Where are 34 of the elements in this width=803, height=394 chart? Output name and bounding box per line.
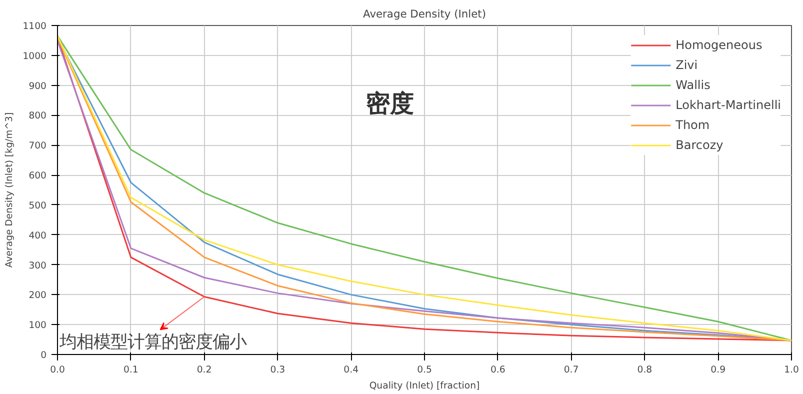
x-tick-label: 0.8 [637,364,652,376]
y-axis-title: Average Density (Inlet) [kg/m^3] [4,112,15,268]
y-tick-label: 600 [28,170,47,182]
legend-label: Wallis [676,78,710,92]
x-tick-label: 0.3 [270,364,286,376]
y-tick-label: 0 [40,350,47,361]
y-tick-label: 400 [28,230,47,242]
y-tick-label: 300 [28,260,47,272]
x-axis-title: Quality (Inlet) [fraction] [369,380,480,392]
y-tick-label: 1000 [22,50,47,62]
annotation: 密度 [366,90,414,118]
x-tick-label: 0.5 [417,364,432,376]
y-tick-label: 200 [28,290,47,302]
x-tick-label: 0.6 [490,364,506,376]
legend-label: Zivi [676,58,698,72]
x-tick-label: 0.0 [50,364,65,376]
legend-label: Thom [676,118,710,132]
x-tick-label: 0.2 [196,364,212,376]
y-tick-label: 800 [28,110,47,122]
y-tick-label: 700 [28,140,47,152]
x-tick-label: 0.9 [710,364,726,376]
y-tick-label: 100 [28,320,47,332]
y-tick-label: 900 [28,80,47,92]
legend-label: Barcozy [676,138,724,152]
legend-label: Lokhart-Martinelli [676,98,781,112]
x-tick-label: 0.1 [123,364,138,376]
annotation: 均相模型计算的密度偏小 [58,332,246,353]
x-tick-label: 1.0 [784,364,799,376]
y-tick-label: 500 [28,200,47,212]
legend-label: Homogeneous [676,38,762,52]
x-tick-label: 0.4 [344,364,359,376]
chart-title: Average Density (Inlet) [363,8,486,20]
y-tick-label: 1100 [22,21,47,32]
x-tick-label: 0.7 [564,364,579,376]
